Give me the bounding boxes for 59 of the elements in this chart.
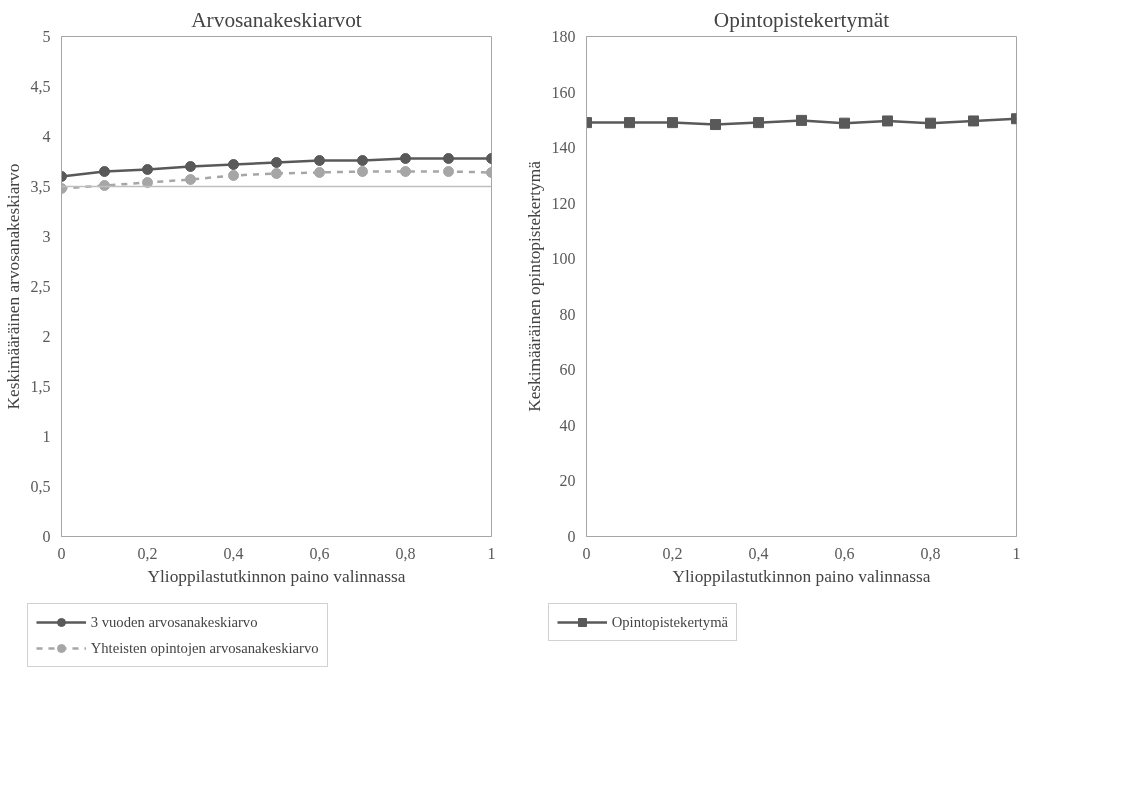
y-tick-label: 3,5 [30, 178, 51, 195]
point [271, 157, 282, 168]
x-tick-label: 0 [582, 544, 591, 562]
point [271, 168, 282, 179]
x-tick-label: 0,4 [748, 544, 769, 562]
y-tick-label: 5 [42, 28, 51, 45]
x-tick-label: 0 [57, 544, 66, 562]
x-tick-label: 1 [487, 544, 496, 562]
y-tick-label: 3 [42, 228, 51, 245]
chart-title: Arvosanakeskiarvot [191, 7, 362, 32]
point [314, 155, 325, 166]
y-tick-label: 0 [567, 528, 576, 545]
y-tick-label: 60 [559, 361, 576, 379]
y-tick-label: 80 [559, 305, 576, 323]
y-tick-label: 0 [42, 528, 51, 545]
point [357, 155, 368, 166]
y-tick-label: 2 [42, 328, 51, 345]
x-tick-label: 0,4 [223, 544, 244, 562]
x-tick-label: 0,8 [395, 544, 416, 562]
y-axis-title: Keskimääräinen opintopistekertymä [524, 160, 544, 412]
y-tick-label: 1 [42, 428, 51, 445]
legend-label: Opintopistekertymä [611, 613, 729, 631]
point [142, 164, 153, 175]
point [357, 166, 368, 177]
y-tick-label: 1,5 [30, 378, 51, 395]
point [185, 161, 196, 172]
x-tick-label: 0,6 [834, 544, 855, 562]
y-tick-label: 160 [551, 83, 576, 101]
point [314, 167, 325, 178]
x-tick-label: 0,2 [662, 544, 683, 562]
point [400, 153, 411, 164]
y-tick-label: 140 [551, 139, 576, 157]
point [185, 174, 196, 185]
y-tick-label: 20 [559, 472, 576, 490]
legend-label: 3 vuoden arvosanakeskiarvo [90, 613, 258, 631]
y-axis-title: Keskimääräinen arvosanakeskiarvo [3, 163, 23, 410]
point [228, 159, 239, 170]
y-tick-label: 4,5 [30, 78, 51, 95]
y-tick-label: 120 [551, 194, 576, 212]
y-tick-label: 180 [551, 28, 576, 45]
x-tick-label: 0,6 [309, 544, 330, 562]
point [443, 153, 454, 164]
x-tick-label: 0,2 [137, 544, 158, 562]
point [228, 170, 239, 181]
y-tick-label: 0,5 [30, 478, 51, 495]
y-tick-label: 40 [559, 416, 576, 434]
point [443, 166, 454, 177]
point [99, 166, 110, 177]
y-tick-label: 2,5 [30, 278, 51, 295]
x-tick-label: 0,8 [920, 544, 941, 562]
y-tick-label: 100 [551, 250, 576, 268]
x-tick-label: 1 [1012, 544, 1021, 562]
y-tick-label: 4 [42, 128, 51, 145]
x-axis-title: Ylioppilastutkinnon paino valinnassa [672, 566, 931, 586]
x-axis-title: Ylioppilastutkinnon paino valinnassa [147, 566, 406, 586]
chart-title: Opintopistekertymät [713, 7, 890, 32]
point [142, 177, 153, 188]
legend-label: Yhteisten opintojen arvosanakeskiarvo [90, 639, 319, 657]
point [400, 166, 411, 177]
